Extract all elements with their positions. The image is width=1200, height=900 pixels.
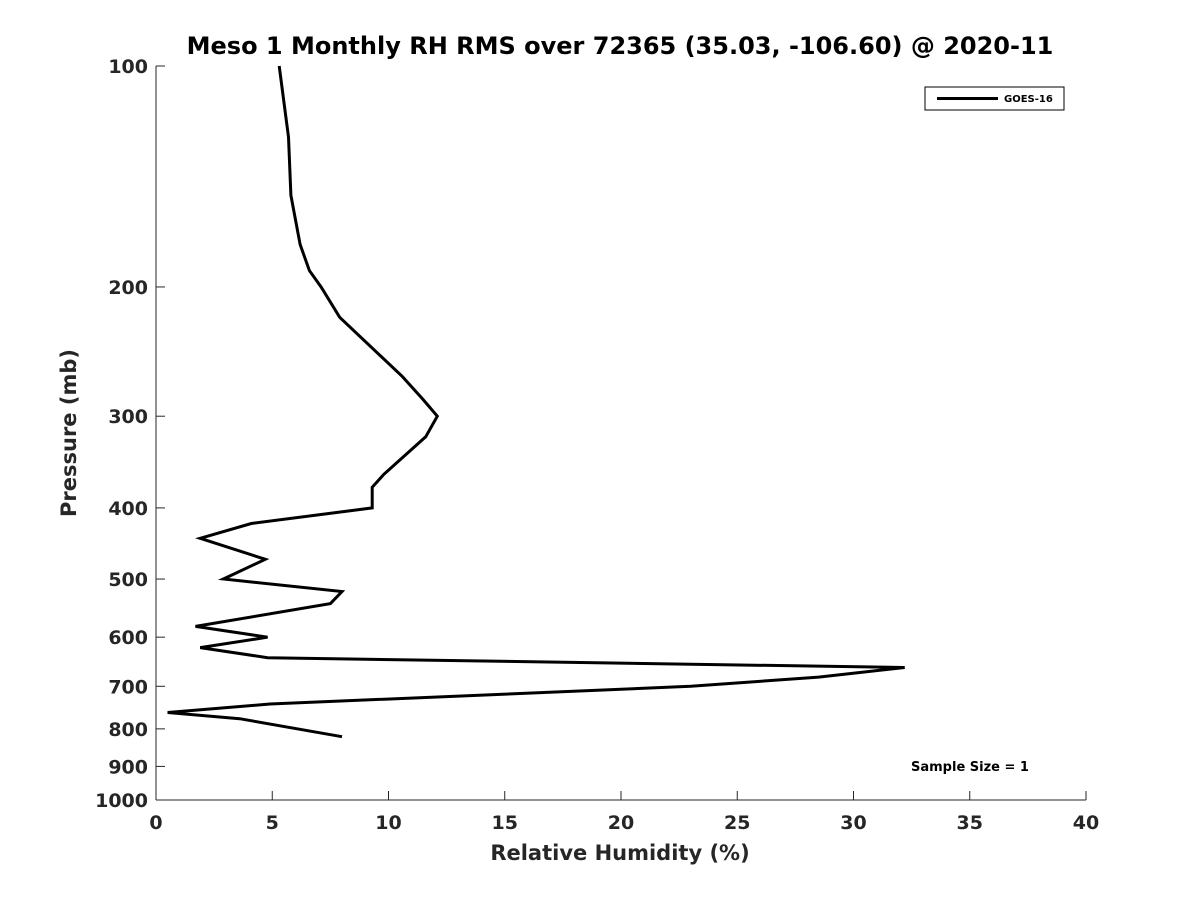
sample-size-annotation: Sample Size = 1	[911, 760, 1029, 775]
chart-title: Meso 1 Monthly RH RMS over 72365 (35.03,…	[187, 32, 1054, 60]
x-tick-label: 20	[608, 812, 634, 834]
y-tick-label: 1000	[95, 790, 148, 812]
y-tick-label: 500	[108, 569, 148, 591]
legend: GOES-16	[924, 86, 1065, 111]
y-axis: 100 200 300 400 500 600 700 800 900 1000	[95, 56, 165, 812]
series-layer	[167, 65, 905, 739]
x-tick-label: 5	[266, 812, 279, 834]
y-tick-label: 600	[108, 627, 148, 649]
y-tick-label: 700	[108, 676, 148, 698]
y-tick-label: 200	[108, 277, 148, 299]
x-axis-label: Relative Humidity (%)	[490, 841, 749, 865]
x-tick-label: 25	[724, 812, 750, 834]
y-tick-label: 100	[108, 56, 148, 78]
x-tick-label: 30	[840, 812, 866, 834]
x-axis: 0 5 10 15 20 25 30 35 40	[149, 791, 1099, 834]
series-line-goes-16	[167, 65, 905, 739]
x-tick-label: 10	[375, 812, 401, 834]
y-axis-label: Pressure (mb)	[57, 349, 81, 517]
x-tick-label: 15	[492, 812, 518, 834]
y-tick-label: 900	[108, 756, 148, 778]
legend-label-goes-16: GOES-16	[1004, 94, 1053, 105]
y-tick-label: 300	[108, 406, 148, 428]
y-tick-label: 400	[108, 498, 148, 520]
x-tick-label: 40	[1073, 812, 1099, 834]
x-tick-label: 0	[149, 812, 162, 834]
y-tick-label: 800	[108, 719, 148, 741]
x-tick-label: 35	[957, 812, 983, 834]
